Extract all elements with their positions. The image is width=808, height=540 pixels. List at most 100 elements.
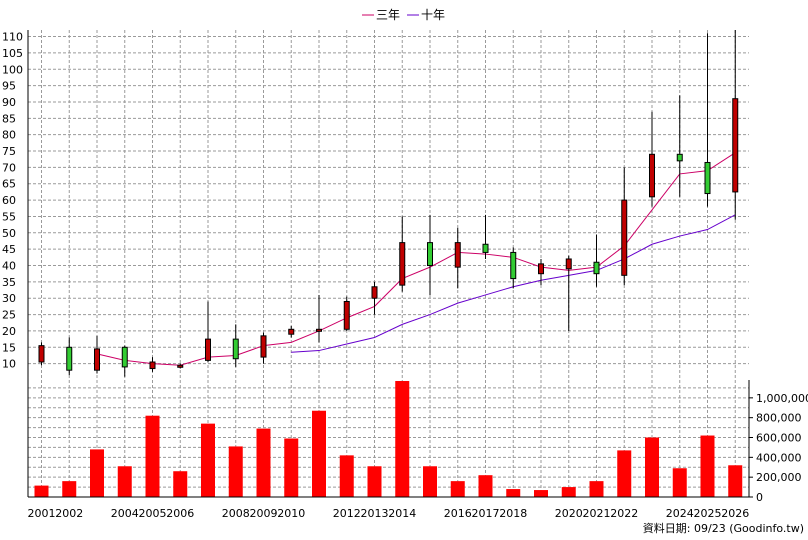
volume-bar-2015 [423,466,437,497]
price-y-tick-label: 15 [2,341,16,354]
volume-bar-2003 [90,449,104,497]
x-tick-label: 2024 [666,507,694,520]
price-y-tick-label: 30 [2,292,16,305]
price-y-tick-label: 35 [2,276,16,289]
x-tick-label: 2018 [499,507,527,520]
price-y-tick-label: 85 [2,112,16,125]
candle-2003 [94,335,100,374]
volume-bar-2018 [506,489,521,497]
price-y-tick-label: 40 [2,260,16,273]
candle-body [621,199,628,276]
price-y-tick-label: 50 [2,227,16,240]
volume-bar-2023 [645,437,659,497]
candle-body [343,300,350,330]
candle-2023 [649,111,655,207]
price-y-tick-label: 10 [2,358,16,371]
candle-2005 [149,357,156,372]
volume-bar-2024 [672,468,687,497]
x-tick-label: 2010 [277,507,305,520]
candle-2014 [399,216,406,292]
x-tick-label: 2026 [721,507,749,520]
x-tick-label: 2008 [222,507,250,520]
ma-3yr-line [96,152,736,366]
candle-2010 [288,326,295,338]
candle-2017 [482,214,489,259]
volume-bar-2026 [728,465,743,497]
candle-body [454,242,461,268]
volume-bar-2004 [117,466,132,497]
volume-bar-2016 [450,481,465,497]
volume-bar-2019 [534,490,548,497]
volume-bar-2010 [284,438,299,497]
legend: 三年 十年 [362,8,445,22]
candle-body [66,346,73,371]
candle-body [260,335,267,358]
candle-body [704,161,711,195]
candle-2007 [205,301,211,363]
candle-body [38,345,45,363]
candle-2013 [371,281,378,315]
price-y-tick-label: 70 [2,161,16,174]
candle-body [538,263,544,275]
x-tick-label: 2013 [361,507,389,520]
x-tick-label: 2009 [250,507,278,520]
volume-bar-2012 [339,455,354,497]
volume-y-tick-label: 1,000,000 [756,392,808,405]
candle-body [177,364,184,368]
candle-2018 [510,247,517,289]
candle-2002 [66,337,73,376]
candle-2022 [621,167,628,286]
volume-bar-2002 [62,481,77,497]
price-y-tick-label: 95 [2,80,16,93]
candle-2020 [565,255,572,331]
volume-bar-2008 [228,446,243,497]
candle-body [399,242,406,286]
x-tick-label: 2005 [139,507,167,520]
candle-body [565,258,572,270]
price-y-tick-label: 75 [2,145,16,158]
price-y-tick-label: 55 [2,210,16,223]
candle-2021 [593,234,600,287]
x-axis: 2001 2002 2004 2005 2006 2008 2009 2010 2012 2013… [27,30,750,520]
candle-body [427,242,433,267]
x-tick-label: 2022 [610,507,638,520]
candle-body [732,98,739,193]
candle-body [649,153,655,198]
x-tick-label: 2001 [28,507,56,520]
volume-bar-2020 [561,487,576,497]
candle-body [593,261,600,275]
x-tick-label: 2002 [55,507,83,520]
price-panel: 10 15 20 25 30 35 40 45 50 55 60 65 70 75 80 85 90 95 100 1… [2,30,749,497]
candle-2026 [732,30,739,220]
candle-body [94,348,100,371]
candle-2015 [427,214,433,295]
price-y-tick-label: 20 [2,325,16,338]
candle-2004 [121,345,128,377]
volume-y-tick-label: 400,000 [756,451,802,464]
volume-bar-2022 [617,450,632,497]
volume-bar-2006 [173,471,188,497]
volume-bar-2007 [201,423,215,497]
price-y-tick-label: 45 [2,243,16,256]
price-y-tick-label: 100 [2,63,23,76]
x-tick-label: 2014 [388,507,416,520]
legend-label-10yr: 十年 [421,8,445,22]
candle-2025 [704,33,711,207]
price-y-tick-label: 60 [2,194,16,207]
candle-body [676,153,683,162]
volume-panel: 0 200,000 400,000 600,000 800,000 1,000,000 [28,380,808,504]
x-tick-label: 2021 [583,507,611,520]
candle-2009 [260,332,267,364]
x-tick-label: 2025 [694,507,722,520]
price-y-tick-label: 65 [2,178,16,191]
volume-bar-2011 [312,410,326,497]
candle-body [121,346,128,368]
candle-body [510,251,517,280]
volume-bar-2005 [145,415,160,497]
candle-2024 [676,95,683,197]
volume-y-tick-label: 800,000 [756,412,802,425]
volume-y-tick-label: 200,000 [756,471,802,484]
candle-2006 [177,363,184,369]
volume-bar-2009 [256,428,271,497]
